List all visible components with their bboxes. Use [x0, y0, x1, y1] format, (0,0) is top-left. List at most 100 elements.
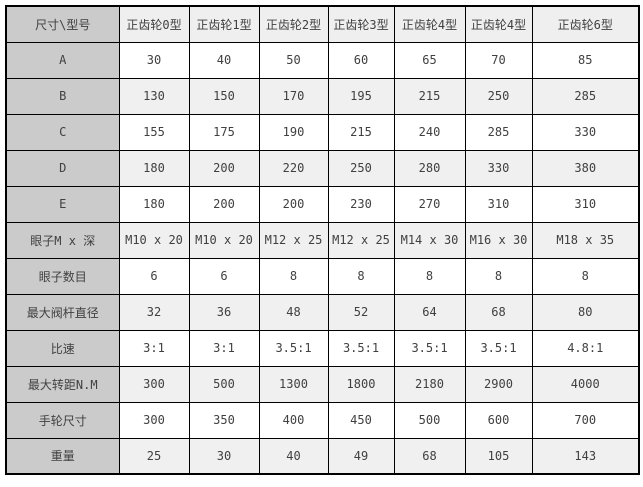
table-cell: 130: [118, 77, 190, 115]
row-label: B: [5, 77, 120, 115]
table-cell: 3:1: [188, 329, 260, 367]
row-label: C: [5, 113, 120, 151]
table-row: 手轮尺寸 300 350 400 450 500 600 700: [5, 401, 640, 439]
table-row: 眼子M x 深 M10 x 20 M10 x 20 M12 x 25 M12 x 25 M…: [5, 221, 640, 259]
row-label: E: [5, 185, 120, 223]
row-label: 重量: [5, 437, 120, 475]
table-cell: 1800: [327, 365, 395, 403]
table-cell: 285: [531, 77, 640, 115]
gear-spec-table: 尺寸\型号 正齿轮0型 正齿轮1型 正齿轮2型 正齿轮3型 正齿轮4型 正齿轮4型 正齿轮6…: [5, 5, 640, 475]
table-cell: 300: [118, 401, 190, 439]
row-label: D: [5, 149, 120, 187]
table-cell: 3.5:1: [327, 329, 395, 367]
table-row: C 155 175 190 215 240 285 330: [5, 113, 640, 151]
table-cell: 180: [118, 149, 190, 187]
table-cell: 2180: [393, 365, 466, 403]
table-cell: 180: [118, 185, 190, 223]
table-cell: 280: [393, 149, 466, 187]
table-row: D 180 200 220 250 280 330 380: [5, 149, 640, 187]
table-cell: 220: [258, 149, 329, 187]
table-cell: 400: [258, 401, 329, 439]
table-cell: 4.8:1: [531, 329, 640, 367]
row-label: 最大阀杆直径: [5, 293, 120, 331]
table-cell: 64: [393, 293, 466, 331]
table-cell: M14 x 30: [393, 221, 466, 259]
table-cell: 600: [464, 401, 533, 439]
table-cell: 49: [327, 437, 395, 475]
table-cell: 6: [188, 257, 260, 295]
column-header: 正齿轮4型: [464, 5, 533, 43]
table-row: B 130 150 170 195 215 250 285: [5, 77, 640, 115]
table-cell: 215: [327, 113, 395, 151]
table-cell: 70: [464, 41, 533, 79]
table-row: 眼子数目 6 6 8 8 8 8 8: [5, 257, 640, 295]
table-cell: 310: [464, 185, 533, 223]
row-label: 手轮尺寸: [5, 401, 120, 439]
row-label: 最大转距N.M: [5, 365, 120, 403]
header-row: 尺寸\型号 正齿轮0型 正齿轮1型 正齿轮2型 正齿轮3型 正齿轮4型 正齿轮4型 正齿轮6…: [5, 5, 640, 43]
table-cell: 68: [464, 293, 533, 331]
table-cell: 8: [258, 257, 329, 295]
table-cell: 40: [188, 41, 260, 79]
table-cell: 3.5:1: [258, 329, 329, 367]
table-cell: 330: [531, 113, 640, 151]
table-cell: 3.5:1: [393, 329, 466, 367]
table-cell: M18 x 35: [531, 221, 640, 259]
table-cell: 50: [258, 41, 329, 79]
table-row: 比速 3:1 3:1 3.5:1 3.5:1 3.5:1 3.5:1 4.8:1: [5, 329, 640, 367]
table-row: 最大阀杆直径 32 36 48 52 64 68 80: [5, 293, 640, 331]
table-cell: M10 x 20: [188, 221, 260, 259]
table-cell: 30: [188, 437, 260, 475]
table-cell: M12 x 25: [327, 221, 395, 259]
table-cell: 8: [327, 257, 395, 295]
table-cell: 40: [258, 437, 329, 475]
table-row: E 180 200 200 230 270 310 310: [5, 185, 640, 223]
table-cell: 48: [258, 293, 329, 331]
table-cell: 190: [258, 113, 329, 151]
table-cell: 150: [188, 77, 260, 115]
table-cell: 500: [188, 365, 260, 403]
table-cell: 300: [118, 365, 190, 403]
table-cell: 200: [188, 149, 260, 187]
table-cell: 1300: [258, 365, 329, 403]
table-cell: 175: [188, 113, 260, 151]
table-cell: 700: [531, 401, 640, 439]
table-cell: 30: [118, 41, 190, 79]
table-cell: 52: [327, 293, 395, 331]
table-cell: 285: [464, 113, 533, 151]
row-label: 比速: [5, 329, 120, 367]
table-cell: 450: [327, 401, 395, 439]
column-header: 正齿轮3型: [327, 5, 395, 43]
table-cell: 350: [188, 401, 260, 439]
table-cell: 2900: [464, 365, 533, 403]
table-cell: 8: [464, 257, 533, 295]
table-cell: 270: [393, 185, 466, 223]
table-cell: M10 x 20: [118, 221, 190, 259]
table-cell: 25: [118, 437, 190, 475]
table-cell: 85: [531, 41, 640, 79]
table-cell: 380: [531, 149, 640, 187]
table-cell: 6: [118, 257, 190, 295]
column-header: 正齿轮0型: [118, 5, 190, 43]
table-cell: M16 x 30: [464, 221, 533, 259]
table-cell: 68: [393, 437, 466, 475]
table-cell: 310: [531, 185, 640, 223]
table-cell: 8: [393, 257, 466, 295]
row-label: 眼子数目: [5, 257, 120, 295]
column-header: 正齿轮4型: [393, 5, 466, 43]
table-cell: 250: [327, 149, 395, 187]
column-header: 正齿轮1型: [188, 5, 260, 43]
table-cell: 240: [393, 113, 466, 151]
table-cell: 330: [464, 149, 533, 187]
table-cell: 200: [188, 185, 260, 223]
table-cell: 195: [327, 77, 395, 115]
table-body: A 30 40 50 60 65 70 85 B 130 150 170 195 215 250 285 C 15…: [5, 41, 640, 475]
table-cell: 230: [327, 185, 395, 223]
table-cell: 3:1: [118, 329, 190, 367]
table-row: 重量 25 30 40 49 68 105 143: [5, 437, 640, 475]
table-cell: 4000: [531, 365, 640, 403]
table-cell: 250: [464, 77, 533, 115]
table-row: A 30 40 50 60 65 70 85: [5, 41, 640, 79]
table-cell: 80: [531, 293, 640, 331]
row-label: 眼子M x 深: [5, 221, 120, 259]
